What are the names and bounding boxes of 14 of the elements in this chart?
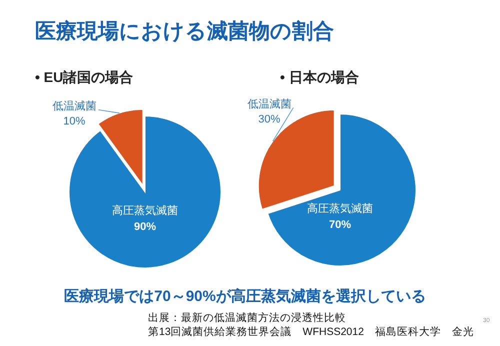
slice-label: 高圧蒸気滅菌 [307, 202, 373, 215]
data-label: 70% [328, 219, 352, 231]
chart-subtitle: • EU諸国の場合 [35, 69, 134, 85]
text: 医療現場では70～90%が高圧蒸気滅菌を選択している [64, 287, 426, 305]
text: 第13回滅菌供給業務世界会議 WFHSS2012 福島医科大学 金光 [148, 325, 474, 338]
chart-title: 医療現場における滅菌物の割合 [35, 19, 334, 43]
data-label: 10% [63, 116, 86, 128]
data-label: 90% [134, 221, 156, 233]
data-label: 30% [258, 114, 281, 126]
text: 出展：最新の低温滅菌方法の浸透性比較 [148, 311, 346, 324]
slice-label: 低温滅菌 [52, 100, 96, 113]
slice-label: 高圧蒸気滅菌 [112, 204, 178, 217]
chart-subtitle: • 日本の場合 [280, 69, 359, 85]
slice-label: 低温滅菌 [247, 98, 292, 111]
